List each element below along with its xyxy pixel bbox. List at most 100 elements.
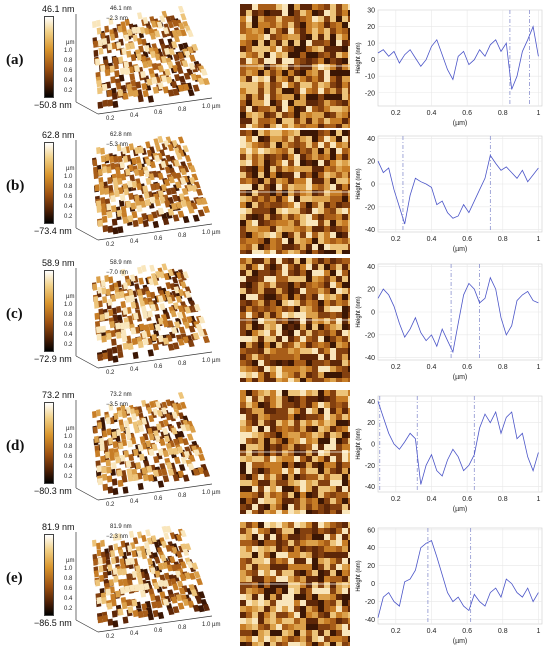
image-pixel — [348, 594, 354, 600]
image-pixel — [276, 166, 282, 172]
surface-facet — [168, 176, 175, 184]
image-pixel — [300, 342, 306, 348]
image-pixel — [264, 378, 270, 384]
image-pixel — [306, 118, 312, 124]
image-pixel — [252, 160, 258, 166]
image-pixel — [336, 136, 342, 142]
surface-facet — [127, 342, 134, 351]
surface-facet — [106, 332, 112, 340]
surface-z-tick: 0.8 — [64, 444, 73, 450]
surface-facet — [98, 308, 104, 316]
surface-facet — [97, 353, 104, 362]
surface-facet — [101, 466, 107, 474]
image-pixel — [330, 456, 336, 462]
image-pixel — [246, 522, 252, 528]
image-pixel — [324, 348, 330, 354]
image-pixel — [306, 166, 312, 172]
image-pixel — [306, 426, 312, 432]
image-pixel — [282, 10, 288, 16]
image-pixel — [276, 312, 282, 318]
image-pixel — [294, 336, 300, 342]
image-pixel — [300, 112, 306, 118]
image-pixel — [336, 118, 342, 124]
surface-facet — [129, 42, 136, 50]
surface-facet — [131, 181, 138, 189]
surface-facet — [116, 469, 123, 477]
surface-facet — [102, 225, 109, 233]
image-pixel — [276, 294, 282, 300]
image-pixel — [294, 142, 300, 148]
image-pixel — [294, 166, 300, 172]
surface-facet — [165, 188, 173, 196]
image-pixel — [348, 486, 354, 492]
surface-facet — [140, 55, 147, 64]
image-pixel — [282, 238, 288, 244]
image-pixel — [324, 100, 330, 106]
image-pixel — [246, 366, 252, 372]
image-pixel — [270, 258, 276, 264]
surface-max-label: 73.2 nm — [110, 392, 132, 398]
image-pixel — [252, 154, 258, 160]
image-pixel — [282, 552, 288, 558]
image-pixel — [246, 40, 252, 46]
image-pixel — [318, 456, 324, 462]
surface-facet — [148, 68, 155, 76]
image-pixel — [306, 630, 312, 636]
image-pixel — [318, 510, 324, 516]
surface-z-tick: 1.0 — [64, 174, 73, 180]
image-pixel — [330, 624, 336, 630]
image-pixel — [288, 58, 294, 64]
image-pixel — [330, 480, 336, 486]
surface-facet — [141, 213, 148, 221]
surface-facet — [113, 575, 119, 583]
image-pixel — [312, 576, 318, 582]
image-pixel — [270, 438, 276, 444]
image-pixel — [264, 118, 270, 124]
image-pixel — [252, 336, 258, 342]
image-pixel — [288, 348, 294, 354]
image-pixel — [324, 324, 330, 330]
image-pixel — [312, 28, 318, 34]
surface-facet — [127, 545, 133, 553]
surface-facet — [116, 344, 123, 352]
image-pixel — [318, 64, 324, 70]
image-pixel — [312, 270, 318, 276]
image-pixel — [348, 618, 354, 624]
surface-facet — [170, 578, 177, 586]
y-tick-label: -40 — [365, 227, 375, 234]
surface-facet — [159, 15, 166, 23]
surface-facet — [173, 147, 181, 155]
image-pixel — [348, 226, 354, 232]
image-pixel — [246, 504, 252, 510]
surface-x-tick: 0.2 — [106, 370, 115, 376]
image-pixel — [282, 166, 288, 172]
image-pixel — [312, 462, 318, 468]
surface-facet — [136, 162, 143, 170]
surface-facet — [105, 154, 110, 162]
surface-facet — [124, 18, 131, 26]
image-pixel — [324, 618, 330, 624]
image-pixel — [312, 540, 318, 546]
image-pixel — [324, 636, 330, 642]
image-pixel — [282, 390, 288, 396]
image-pixel — [312, 10, 318, 16]
image-pixel — [246, 564, 252, 570]
surface-facet — [122, 92, 129, 100]
image-pixel — [306, 202, 312, 208]
surface-x-tick: 0.2 — [106, 242, 115, 248]
surface-facet — [93, 558, 98, 566]
image-pixel — [324, 22, 330, 28]
surface-facet — [164, 200, 171, 208]
image-pixel — [348, 202, 354, 208]
image-pixel — [240, 244, 246, 250]
image-pixel — [300, 636, 306, 642]
image-pixel — [282, 618, 288, 624]
image-pixel — [330, 606, 336, 612]
image-pixel — [252, 378, 258, 384]
image-pixel — [276, 630, 282, 636]
surface-facet — [179, 574, 187, 582]
surface-facet — [127, 606, 134, 614]
image-pixel — [270, 34, 276, 40]
image-pixel — [318, 184, 324, 190]
image-pixel — [300, 232, 306, 238]
